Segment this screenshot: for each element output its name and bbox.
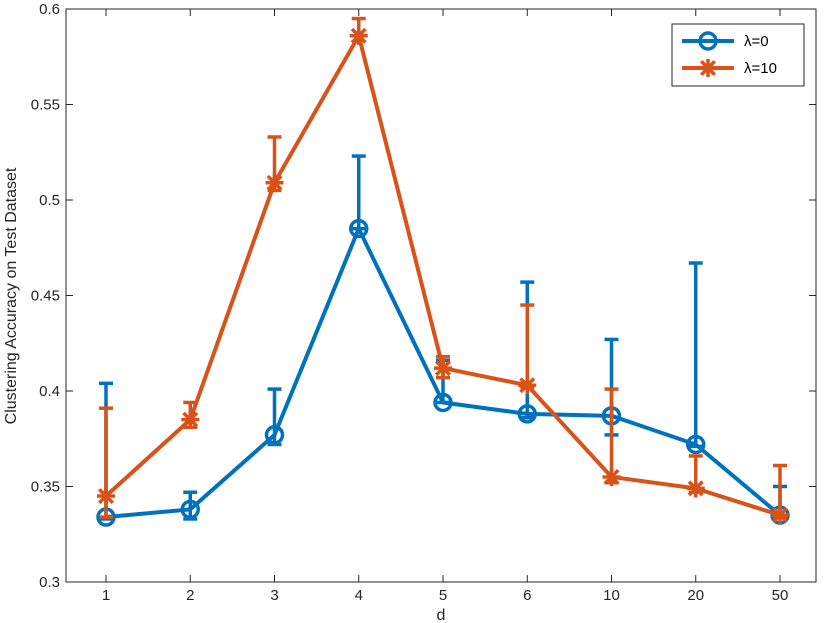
x-tick-label: 1	[102, 587, 110, 604]
data-point-star	[602, 467, 621, 486]
data-point-star	[518, 376, 537, 395]
data-point-circle	[517, 404, 537, 424]
data-point-star	[181, 410, 200, 429]
plot-area	[65, 8, 817, 583]
data-point-star	[686, 479, 705, 498]
data-point-circle	[686, 434, 706, 455]
x-tick-label: 5	[439, 587, 447, 604]
data-point-star	[349, 26, 368, 45]
legend-entry-0: λ=0	[682, 31, 769, 51]
series-line	[105, 226, 782, 520]
y-tick-label: 0.35	[31, 479, 60, 496]
series-0	[96, 154, 790, 527]
y-tick-label: 0.45	[31, 288, 60, 305]
y-tick-label: 0.3	[39, 574, 60, 591]
legend-label: λ=10	[744, 60, 777, 77]
x-tick-label: 20	[687, 587, 704, 604]
x-tick-label: 2	[186, 587, 194, 604]
data-point-star	[434, 359, 452, 378]
x-tick-label: 3	[270, 587, 278, 604]
y-tick-label: 0.4	[39, 383, 60, 400]
x-tick-label: 4	[355, 587, 363, 604]
data-point-circle	[433, 392, 453, 413]
data-point-circle	[349, 218, 369, 239]
legend-box	[671, 23, 805, 87]
x-tick-label: 10	[603, 587, 620, 604]
data-point-circle	[264, 425, 285, 445]
data-point-star	[265, 173, 284, 192]
x-tick-label: 6	[523, 587, 531, 604]
series-1	[97, 16, 789, 525]
data-point-star	[771, 506, 789, 525]
y-tick-label: 0.5	[39, 192, 60, 209]
legend-entry-1: λ=10	[682, 59, 777, 77]
data-point-circle	[698, 31, 718, 51]
y-tick-label: 0.6	[39, 1, 60, 18]
y-tick-label: 0.55	[31, 97, 60, 114]
x-tick-label: 50	[772, 587, 789, 604]
legend-label: λ=0	[744, 33, 769, 50]
x-axis-label: d	[437, 607, 446, 623]
data-point-star	[699, 59, 717, 77]
y-axis-label: Clustering Accuracy on Test Dataset	[3, 167, 20, 424]
data-point-star	[97, 487, 115, 506]
data-point-circle	[180, 499, 200, 520]
